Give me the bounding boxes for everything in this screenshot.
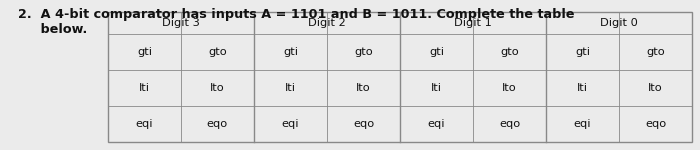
Text: lti: lti [431,83,442,93]
Text: lto: lto [356,83,371,93]
Text: lti: lti [577,83,588,93]
Text: eqo: eqo [499,119,520,129]
Text: gto: gto [208,47,227,57]
Text: eqo: eqo [207,119,228,129]
Text: lto: lto [502,83,517,93]
Text: gto: gto [500,47,519,57]
Text: eqi: eqi [428,119,445,129]
Text: lto: lto [210,83,225,93]
Text: 2.  A 4-bit comparator has inputs A = 1101 and B = 1011. Complete the table: 2. A 4-bit comparator has inputs A = 110… [18,8,575,21]
Text: Digit 3: Digit 3 [162,18,200,28]
Text: below.: below. [18,23,88,36]
Text: eqo: eqo [353,119,374,129]
Text: gto: gto [646,47,665,57]
Text: gti: gti [283,47,298,57]
Text: eqi: eqi [574,119,592,129]
Text: lti: lti [139,83,150,93]
Text: Digit 2: Digit 2 [308,18,346,28]
Text: eqi: eqi [136,119,153,129]
Text: eqi: eqi [281,119,300,129]
Text: gti: gti [575,47,590,57]
Text: gti: gti [429,47,444,57]
Text: eqo: eqo [645,119,666,129]
Text: lto: lto [648,83,663,93]
Text: gto: gto [354,47,373,57]
Text: lti: lti [285,83,296,93]
Text: gti: gti [137,47,152,57]
Text: Digit 1: Digit 1 [454,18,492,28]
Text: Digit 0: Digit 0 [600,18,638,28]
Bar [108,12,692,142]
